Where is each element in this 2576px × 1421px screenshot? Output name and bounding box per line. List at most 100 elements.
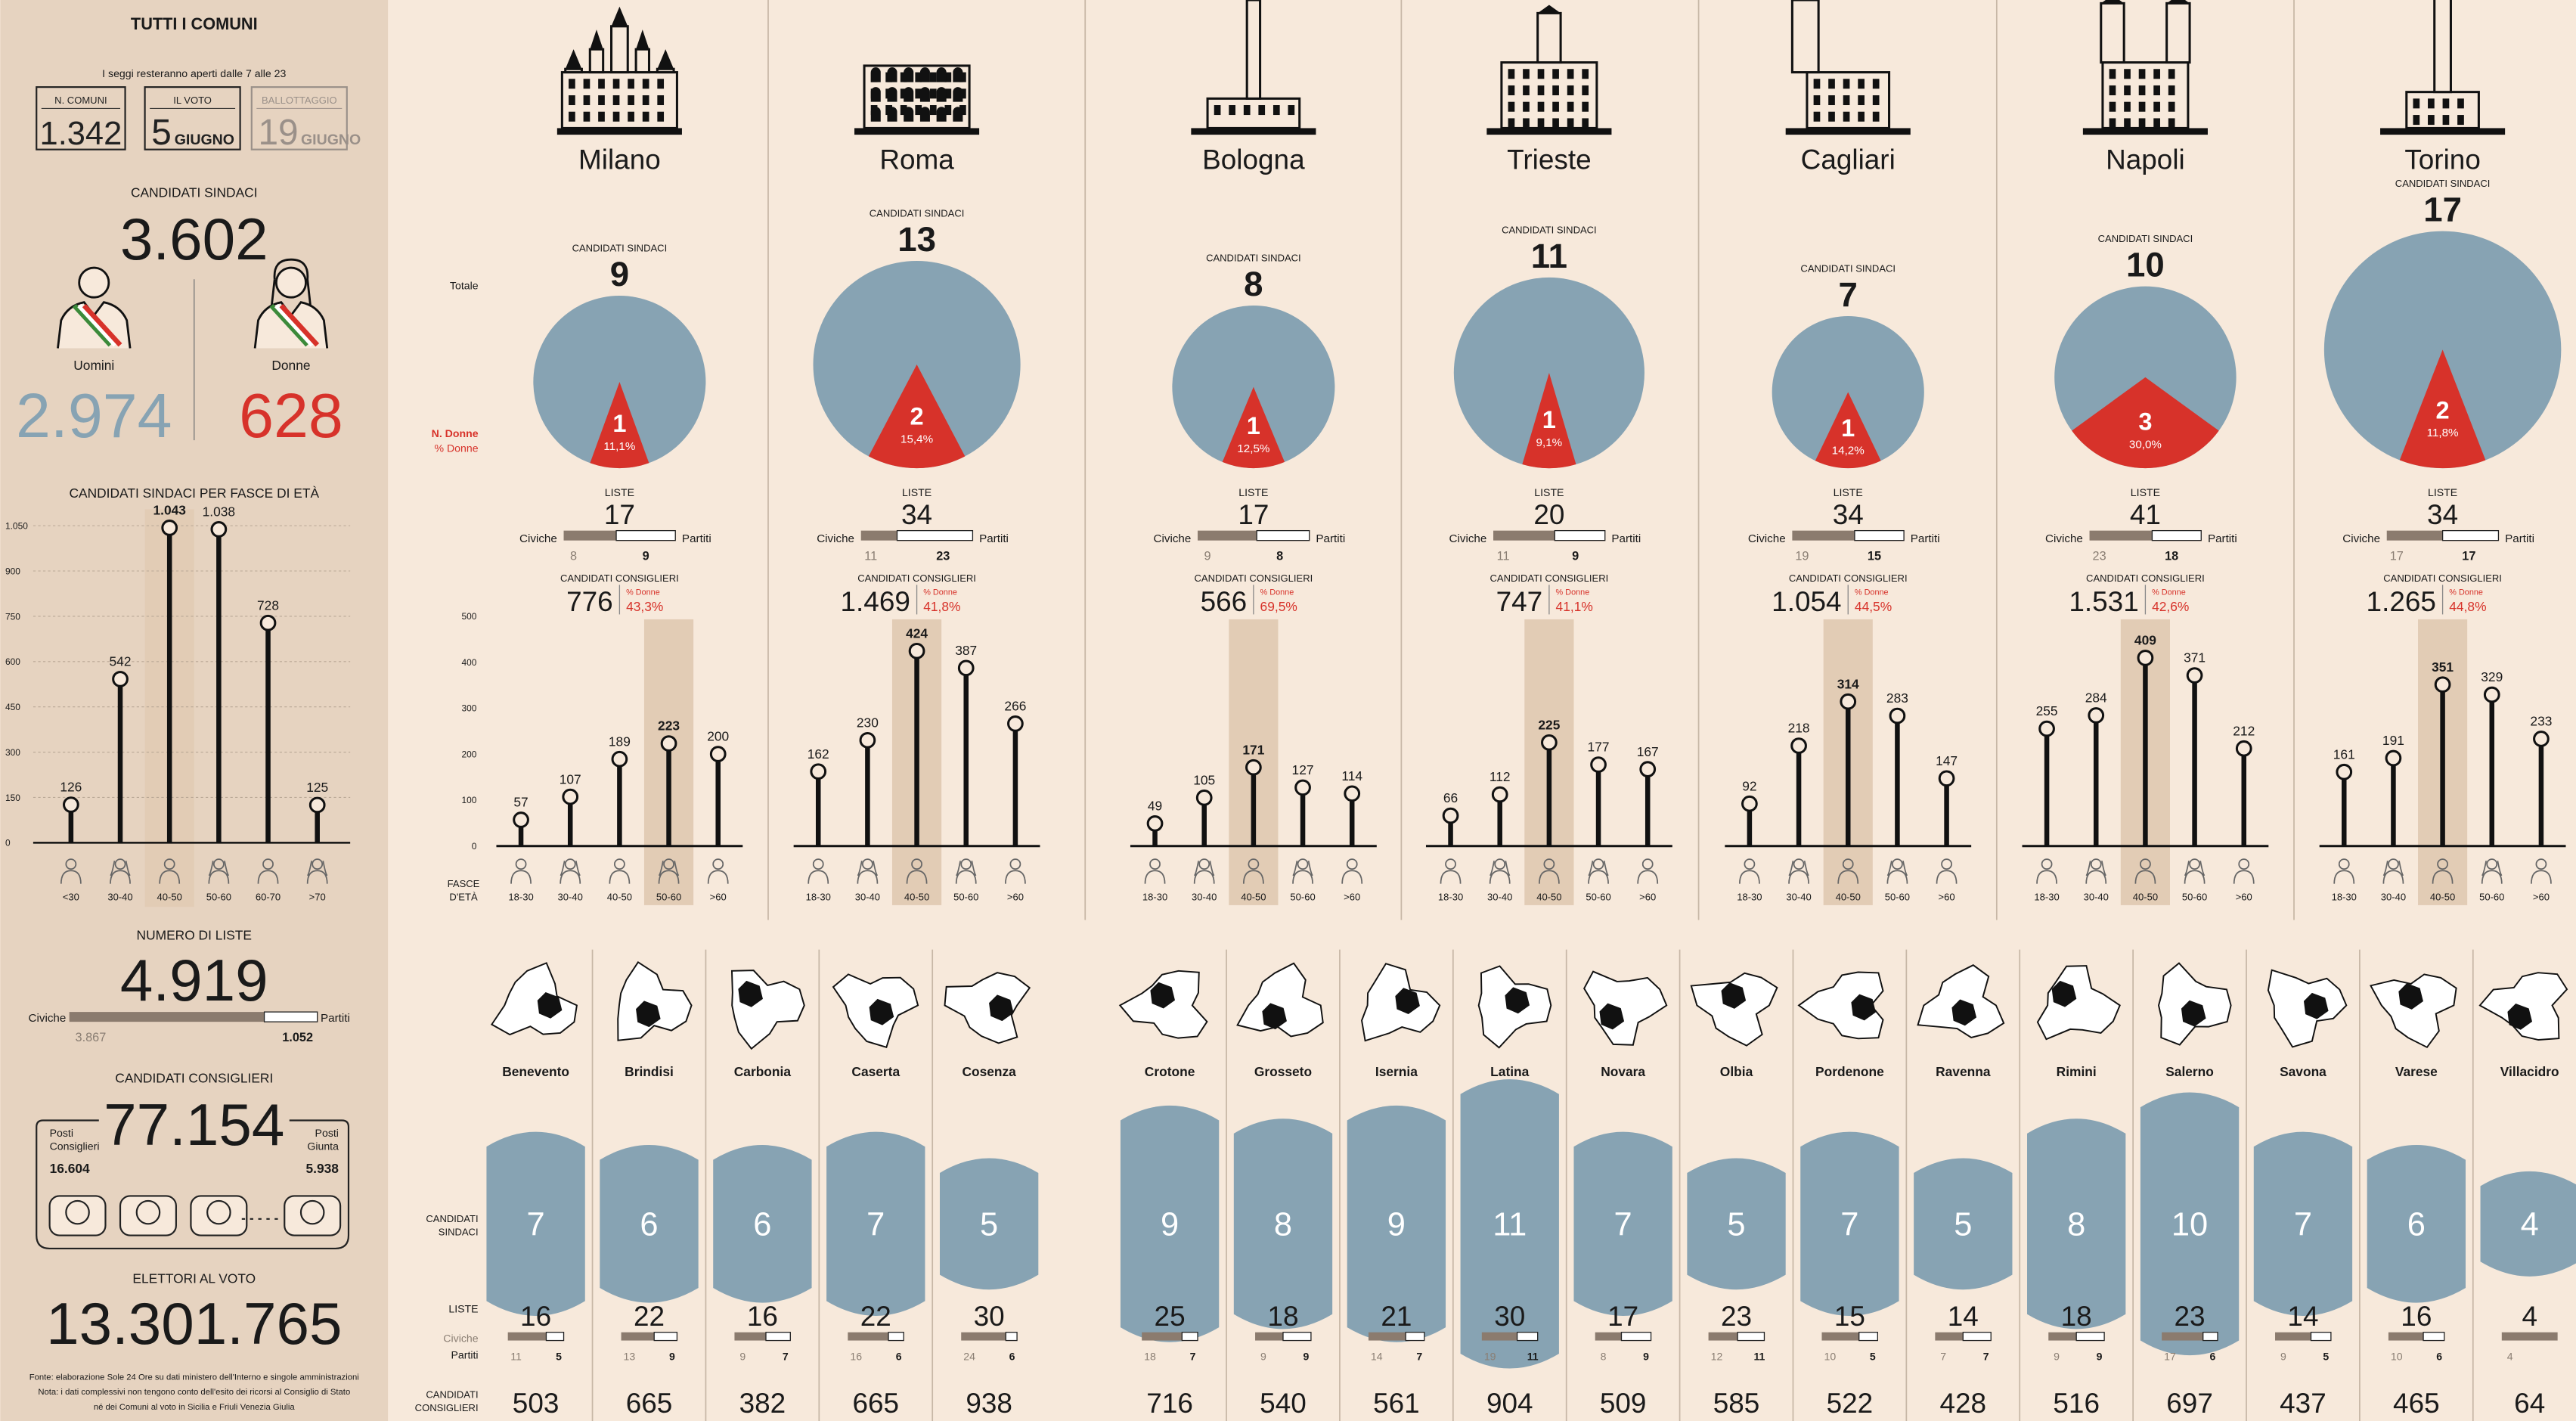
seat-icon-head	[65, 1199, 90, 1225]
consiglieri-total: 1.469	[841, 586, 910, 617]
person-icon-body	[808, 870, 829, 884]
municipality-area	[1150, 982, 1176, 1009]
seat-icon-head	[135, 1199, 161, 1225]
lollipop-head	[1294, 779, 1311, 796]
mayor-sash	[77, 303, 117, 347]
row-label: CANDIDATI SINDACI	[1206, 252, 1301, 263]
city-name: Bologna	[1202, 144, 1305, 175]
y-tick-label: 450	[5, 702, 20, 712]
lollipop-head	[161, 520, 178, 536]
city-icon	[2082, 0, 2208, 135]
person-icon-head	[712, 858, 724, 870]
partiti-value: 7	[1983, 1351, 1989, 1363]
consiglieri-women-pct: 44,8%	[2449, 599, 2486, 614]
women-count: 1	[612, 410, 626, 437]
consiglieri-total: 716	[1146, 1388, 1193, 1419]
city-icon-part	[2428, 98, 2435, 109]
pie-total	[1772, 315, 1924, 469]
city-icon-tower	[588, 48, 605, 74]
city-icon-tower	[1536, 11, 1562, 64]
city-icon-part	[1582, 69, 1589, 79]
city-icon-body	[1500, 61, 1598, 129]
pie-women-slice	[1522, 373, 1576, 469]
partiti-value: 9	[2097, 1351, 2103, 1363]
sindaci-count: 7	[527, 1207, 545, 1243]
city-icon-part	[569, 95, 575, 106]
province-map	[1797, 971, 1884, 1040]
city-icon-part	[583, 95, 591, 106]
x-tick-label: 30-40	[1786, 891, 1811, 902]
city-icon-part	[1508, 101, 1515, 112]
lollipop-head	[513, 811, 529, 828]
person-icon-head	[2535, 858, 2547, 870]
city-icon-part	[2413, 98, 2420, 109]
liste-total: 22	[634, 1301, 665, 1332]
sindaci-count: 6	[2407, 1207, 2426, 1243]
sindaci-shape	[600, 1145, 699, 1303]
value-label: 233	[2530, 714, 2552, 729]
bar-civiche	[1792, 530, 1855, 541]
person-icon-body	[1440, 870, 1462, 884]
x-tick-label: >60	[1639, 891, 1656, 902]
person-icon-body	[906, 870, 928, 884]
x-tick-label: 18-30	[508, 891, 533, 902]
city-icon-part	[628, 79, 634, 89]
city-icon-part	[900, 105, 907, 116]
value-label: 189	[609, 734, 631, 749]
city-icon	[2380, 0, 2506, 135]
city-name: Savona	[2280, 1064, 2326, 1079]
city-name: Pordenone	[1815, 1064, 1884, 1079]
civiche-label: Civiche	[1449, 532, 1487, 545]
liste-total: 17	[1607, 1301, 1638, 1332]
city-icon-part	[642, 111, 649, 122]
city-icon-tower	[1245, 0, 1262, 100]
city-icon-part	[1258, 105, 1266, 116]
person-icon-head	[2090, 858, 2102, 870]
x-tick-label: 30-40	[1192, 891, 1217, 902]
x-tick-label: >60	[1939, 891, 1955, 902]
row-label: % Donne	[435, 442, 479, 454]
city-icon-part	[2168, 85, 2175, 95]
bar-civiche	[1142, 1332, 1183, 1341]
person-icon-body	[60, 870, 82, 884]
liste-total: 20	[1533, 499, 1564, 530]
lollipop-head	[1938, 770, 1955, 787]
sindaci-shape	[1573, 1131, 1672, 1316]
city-icon	[854, 64, 980, 135]
city-icon-part	[929, 88, 937, 99]
bar-partiti	[1962, 1332, 1992, 1342]
value-label: 126	[60, 780, 82, 795]
value-label: 225	[1538, 717, 1560, 732]
sindaci-count: 7	[1614, 1207, 1632, 1243]
civiche-label: Civiche	[519, 532, 557, 545]
seat-number: 5.938	[305, 1161, 339, 1176]
person-icon-body	[658, 861, 680, 884]
x-tick-label: 50-60	[953, 891, 978, 902]
row-label: LISTE	[902, 486, 932, 498]
seat-icon	[284, 1195, 342, 1236]
person-icon-head	[2388, 858, 2399, 870]
person-icon-body	[2481, 861, 2503, 884]
city-icon-part	[1537, 118, 1545, 129]
liste-total: 30	[974, 1301, 1005, 1332]
x-tick-label: >70	[309, 891, 326, 902]
lollipop-head	[1007, 715, 1024, 732]
sindaci-count: 4	[2521, 1207, 2539, 1243]
y-tick-label: 300	[461, 703, 476, 714]
consiglieri-total: 776	[566, 586, 613, 617]
partiti-value: 9	[1303, 1351, 1309, 1363]
civiche-value: 11	[510, 1351, 522, 1363]
city-icon-part	[944, 72, 952, 82]
city-icon-part	[1858, 79, 1865, 89]
city-icon-part	[583, 79, 591, 89]
lollipop-head	[1245, 759, 1262, 776]
bar-partiti	[1554, 529, 1606, 541]
city-icon-tower	[2433, 0, 2452, 94]
liste-total: 18	[2061, 1301, 2092, 1332]
city-icon-part	[929, 72, 937, 82]
info-box-label: BALLOTTAGGIO	[262, 95, 337, 106]
value-label: 147	[1936, 753, 1958, 768]
city-icon-part	[556, 128, 682, 135]
person-icon-head	[1248, 858, 1260, 870]
seat-icon	[190, 1195, 248, 1236]
